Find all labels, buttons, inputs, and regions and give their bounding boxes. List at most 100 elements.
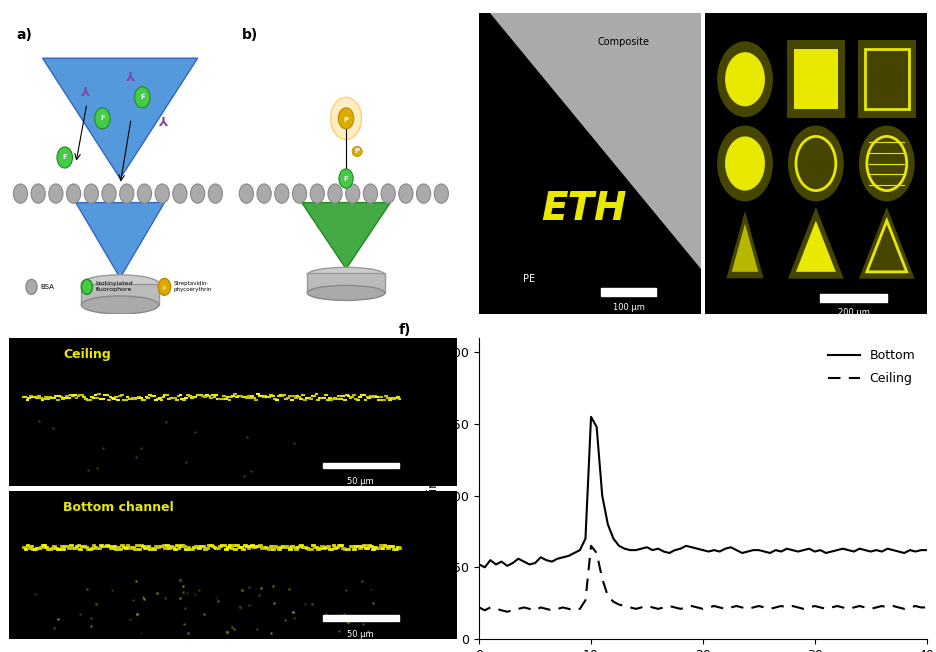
Circle shape bbox=[275, 184, 289, 203]
Ellipse shape bbox=[81, 296, 159, 314]
Text: biotinylated
fluorophore: biotinylated fluorophore bbox=[95, 282, 133, 292]
Text: F: F bbox=[139, 95, 145, 100]
Polygon shape bbox=[490, 13, 701, 269]
Circle shape bbox=[155, 184, 169, 203]
Bottom bbox=[765, 549, 776, 557]
Circle shape bbox=[66, 184, 80, 203]
Ceiling bbox=[731, 602, 742, 610]
Text: PE: PE bbox=[523, 274, 535, 284]
Bar bbox=[307, 273, 385, 293]
Text: ETH: ETH bbox=[541, 190, 627, 228]
Text: Streptavidin-
phycoerythrin: Streptavidin- phycoerythrin bbox=[173, 282, 212, 292]
Circle shape bbox=[725, 136, 765, 190]
Text: Composite: Composite bbox=[597, 37, 650, 47]
Circle shape bbox=[338, 108, 354, 129]
Circle shape bbox=[240, 184, 254, 203]
Text: P: P bbox=[355, 149, 359, 155]
Circle shape bbox=[95, 108, 110, 129]
Ellipse shape bbox=[81, 275, 159, 293]
Ceiling bbox=[887, 602, 899, 610]
Ceiling bbox=[870, 604, 882, 612]
Ceiling bbox=[585, 542, 596, 550]
Text: P: P bbox=[163, 286, 166, 291]
Polygon shape bbox=[796, 220, 836, 272]
Circle shape bbox=[31, 184, 45, 203]
Circle shape bbox=[859, 126, 914, 201]
Bar bbox=[820, 295, 886, 302]
Circle shape bbox=[102, 184, 116, 203]
Polygon shape bbox=[301, 203, 390, 269]
Bar bbox=[858, 40, 915, 119]
Text: F: F bbox=[344, 175, 348, 181]
Text: P: P bbox=[344, 117, 348, 123]
Text: 50 μm: 50 μm bbox=[347, 630, 373, 639]
Circle shape bbox=[417, 184, 431, 203]
Circle shape bbox=[81, 279, 93, 295]
Ceiling bbox=[502, 608, 513, 615]
Circle shape bbox=[191, 184, 205, 203]
Polygon shape bbox=[788, 207, 843, 278]
Circle shape bbox=[788, 126, 843, 201]
Bottom bbox=[887, 546, 899, 554]
Text: d): d) bbox=[709, 22, 725, 36]
Ceiling bbox=[848, 604, 859, 612]
Text: F: F bbox=[100, 115, 105, 121]
Bottom bbox=[921, 546, 932, 554]
Circle shape bbox=[158, 278, 170, 295]
Circle shape bbox=[57, 147, 72, 168]
Circle shape bbox=[49, 184, 63, 203]
Ellipse shape bbox=[307, 267, 385, 282]
Text: Ceiling: Ceiling bbox=[63, 348, 110, 361]
Ceiling bbox=[474, 604, 485, 612]
Bar bbox=[794, 49, 838, 110]
Text: b): b) bbox=[241, 28, 258, 42]
Polygon shape bbox=[732, 224, 758, 272]
Circle shape bbox=[257, 184, 271, 203]
Text: Y: Y bbox=[126, 67, 136, 80]
Circle shape bbox=[173, 184, 187, 203]
Circle shape bbox=[345, 184, 359, 203]
Bottom bbox=[870, 546, 882, 554]
Text: BSA: BSA bbox=[40, 284, 54, 290]
Bar bbox=[865, 49, 909, 110]
Circle shape bbox=[725, 52, 765, 106]
Text: F: F bbox=[63, 155, 67, 160]
Text: Y: Y bbox=[82, 82, 92, 95]
Circle shape bbox=[138, 184, 152, 203]
Y-axis label: Fluorescence intensity (a.u.): Fluorescence intensity (a.u.) bbox=[427, 400, 440, 578]
Circle shape bbox=[13, 184, 27, 203]
Circle shape bbox=[381, 184, 395, 203]
Polygon shape bbox=[42, 58, 197, 179]
Bar bbox=[323, 462, 399, 469]
Text: c): c) bbox=[484, 22, 498, 36]
Circle shape bbox=[717, 41, 773, 117]
Circle shape bbox=[339, 169, 353, 188]
Circle shape bbox=[434, 184, 448, 203]
Bottom bbox=[585, 413, 596, 421]
Circle shape bbox=[26, 279, 37, 295]
Bar bbox=[787, 40, 844, 119]
Text: a): a) bbox=[16, 28, 32, 42]
Circle shape bbox=[209, 184, 223, 203]
Text: f): f) bbox=[399, 323, 411, 337]
Ceiling bbox=[921, 604, 932, 612]
Circle shape bbox=[84, 184, 98, 203]
Bottom bbox=[479, 563, 490, 571]
Circle shape bbox=[363, 184, 377, 203]
Polygon shape bbox=[726, 211, 764, 278]
Bar bbox=[601, 288, 656, 296]
Line: Bottom: Bottom bbox=[479, 417, 927, 567]
Circle shape bbox=[135, 87, 150, 108]
Circle shape bbox=[120, 184, 134, 203]
Text: 200 μm: 200 μm bbox=[838, 308, 870, 317]
Bottom bbox=[814, 546, 826, 554]
Text: F: F bbox=[74, 286, 78, 291]
Ceiling bbox=[814, 604, 826, 612]
Circle shape bbox=[399, 184, 413, 203]
Polygon shape bbox=[76, 203, 165, 278]
Bar bbox=[323, 615, 399, 621]
Bottom bbox=[731, 546, 742, 554]
Text: e): e) bbox=[27, 348, 43, 363]
Text: Bottom channel: Bottom channel bbox=[63, 501, 174, 514]
Bar bbox=[81, 284, 159, 305]
